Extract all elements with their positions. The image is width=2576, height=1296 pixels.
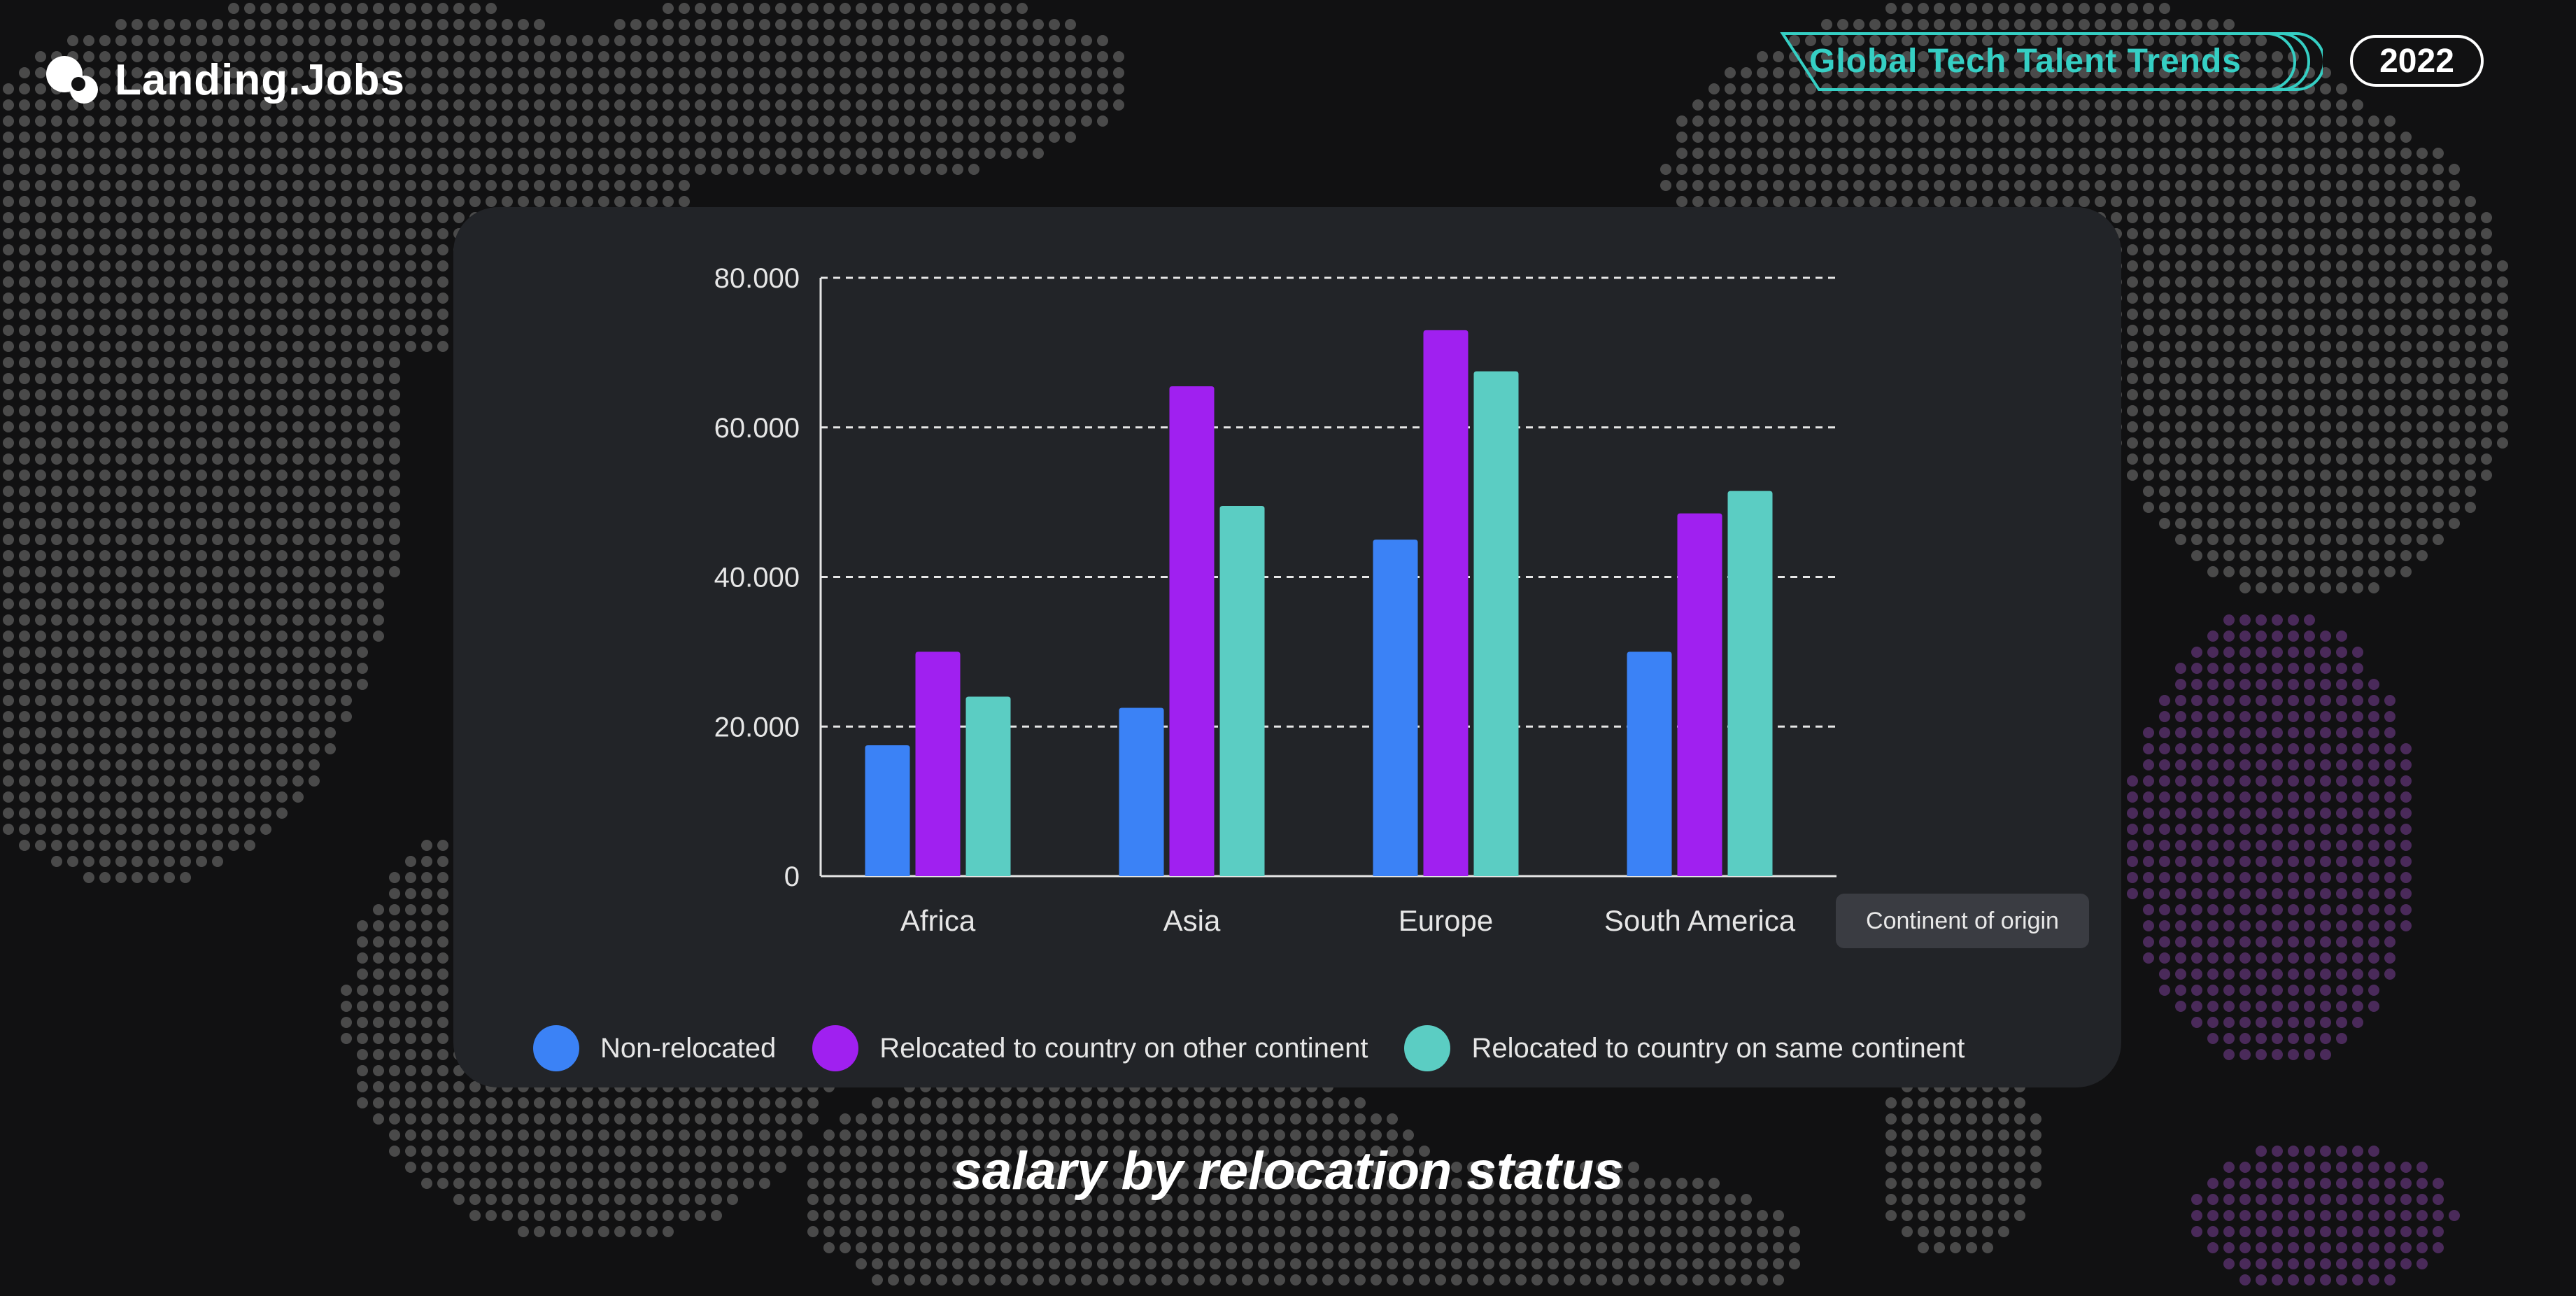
y-tick-label: 40.000 [714, 563, 800, 593]
logo-icon [46, 56, 98, 104]
brand-name: Landing.Jobs [115, 55, 405, 104]
bar[interactable] [1373, 540, 1418, 876]
badge-label: Global Tech Talent Trends [1809, 43, 2242, 80]
legend-item-non-relocated[interactable]: Non-relocated [533, 1025, 776, 1071]
bar[interactable] [1727, 491, 1773, 876]
bar[interactable] [1423, 330, 1469, 876]
year-pill: 2022 [2350, 35, 2484, 87]
bar[interactable] [1677, 513, 1722, 876]
bar[interactable] [1169, 386, 1215, 876]
bar[interactable] [1219, 505, 1265, 876]
legend-label: Relocated to country on other continent [879, 1032, 1368, 1064]
legend-swatch [533, 1025, 579, 1071]
brand-logo[interactable]: Landing.Jobs [42, 50, 405, 109]
x-tick-label: Asia [1163, 904, 1221, 937]
chart-caption: salary by relocation status [952, 1141, 1624, 1201]
legend-swatch [1404, 1025, 1451, 1071]
bar[interactable] [965, 696, 1011, 877]
x-axis-label: Continent of origin [1836, 894, 2089, 948]
y-tick-label: 20.000 [714, 712, 800, 742]
legend-swatch [812, 1025, 859, 1071]
bar[interactable] [865, 745, 910, 876]
y-tick-label: 0 [784, 861, 800, 892]
x-tick-label: Africa [900, 904, 976, 937]
legend-item-relocated-same-continent[interactable]: Relocated to country on same continent [1404, 1025, 1965, 1071]
bar[interactable] [1473, 371, 1519, 876]
x-tick-label: South America [1604, 904, 1796, 937]
bar[interactable] [915, 651, 961, 876]
bar[interactable] [1627, 651, 1672, 876]
y-tick-label: 60.000 [714, 413, 800, 444]
bar[interactable] [1119, 707, 1164, 876]
chart-legend: Non-relocated Relocated to country on ot… [533, 1023, 1965, 1073]
legend-label: Non-relocated [600, 1032, 777, 1064]
badge-outline [1780, 32, 2323, 91]
legend-label: Relocated to country on same continent [1471, 1032, 1965, 1064]
x-tick-label: Europe [1399, 904, 1493, 937]
report-badge: Global Tech Talent Trends [1777, 29, 2323, 94]
y-tick-label: 80.000 [714, 263, 800, 294]
legend-item-relocated-other-continent[interactable]: Relocated to country on other continent [812, 1025, 1368, 1071]
